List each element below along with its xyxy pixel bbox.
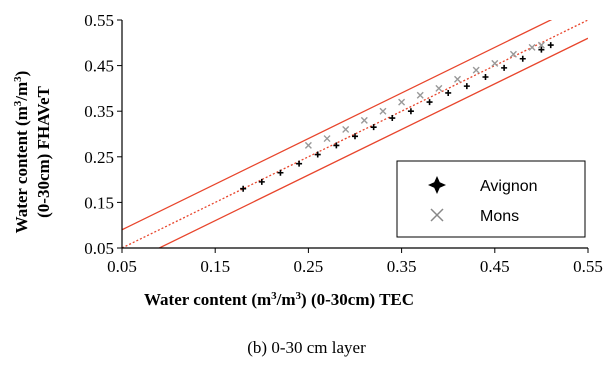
point-mons-7 <box>435 84 443 92</box>
point-avignon-6 <box>352 133 358 140</box>
one-to-one-line <box>122 20 588 248</box>
point-avignon-17 <box>547 42 554 49</box>
chart: 0.05 0.15 0.25 0.35 0.45 0.55 0.05 0.15 0.25 0.35… <box>12 11 603 309</box>
point-mons-13 <box>537 41 545 49</box>
point-avignon-11 <box>445 89 452 96</box>
point-mons-2 <box>342 125 350 133</box>
point-mons-12 <box>528 43 536 51</box>
bound-line-2 <box>157 37 588 248</box>
point-avignon-5 <box>333 142 340 149</box>
x-tick-label-2: 0.25 <box>294 257 324 276</box>
x-tick-label-4: 0.45 <box>480 257 510 276</box>
y-tick-label-0: 0.05 <box>84 239 114 258</box>
point-avignon-9 <box>407 108 414 115</box>
point-avignon-1 <box>258 178 265 185</box>
x-axis-title: Water content (m3/m3) (0-30cm) TEC <box>144 290 414 309</box>
figure-caption: (b) 0-30 cm layer <box>247 338 366 357</box>
legend-box <box>396 160 586 238</box>
legend-label-avignon: Avignon <box>480 178 538 195</box>
point-mons-10 <box>491 59 499 67</box>
x-tick-label-1: 0.15 <box>200 257 230 276</box>
x-tick-label-0: 0.05 <box>107 257 137 276</box>
point-avignon-16 <box>538 46 545 53</box>
point-avignon-13 <box>482 74 489 80</box>
svg-text:Water content (m3/m3): Water content (m3/m3) <box>12 71 31 234</box>
point-avignon-7 <box>370 124 377 131</box>
point-avignon-8 <box>389 115 396 122</box>
y-tick-label-5: 0.55 <box>84 11 114 30</box>
point-mons-1 <box>323 135 331 143</box>
point-avignon-0 <box>240 185 247 192</box>
point-avignon-12 <box>463 83 470 90</box>
svg-text:(0-30cm) FHAVeT: (0-30cm) FHAVeT <box>34 85 53 217</box>
y-axis-title: Water content (m3/m3) (0-30cm) FHAVeT <box>12 71 53 234</box>
point-mons-0 <box>304 141 312 149</box>
point-mons-4 <box>379 107 387 115</box>
x-tick-label-5: 0.55 <box>573 257 603 276</box>
point-avignon-4 <box>314 151 321 158</box>
legend: Avignon Mons <box>396 160 586 238</box>
point-mons-6 <box>416 91 424 99</box>
legend-marker-avignon <box>428 176 446 194</box>
point-mons-8 <box>454 75 462 83</box>
point-mons-3 <box>360 116 368 124</box>
point-avignon-10 <box>426 99 433 106</box>
point-avignon-15 <box>519 55 526 62</box>
y-tick-label-2: 0.25 <box>84 148 114 167</box>
y-tick-label-3: 0.35 <box>84 102 114 121</box>
point-avignon-2 <box>277 169 284 176</box>
bound-line-1 <box>122 20 553 231</box>
legend-marker-mons <box>430 208 444 222</box>
legend-label-mons: Mons <box>480 208 519 225</box>
point-mons-11 <box>509 50 517 58</box>
y-tick-label-4: 0.45 <box>84 57 114 76</box>
point-avignon-3 <box>296 160 303 167</box>
y-tick-label-1: 0.15 <box>84 193 114 212</box>
x-tick-label-3: 0.35 <box>387 257 417 276</box>
point-mons-5 <box>398 98 406 106</box>
point-mons-9 <box>472 66 480 74</box>
point-avignon-14 <box>501 64 508 71</box>
